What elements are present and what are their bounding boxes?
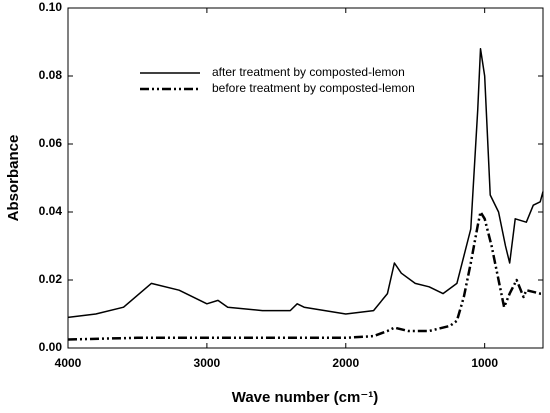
series-line xyxy=(67,48,544,319)
y-tick-label: 0.02 xyxy=(39,272,63,286)
y-tick-label: 0.00 xyxy=(39,340,63,354)
y-tick-label: 0.08 xyxy=(39,68,63,82)
x-tick-label: 1000 xyxy=(471,356,498,370)
legend-label: after treatment by composted-lemon xyxy=(212,65,405,79)
y-tick-label: 0.10 xyxy=(39,0,63,14)
legend-label: before treatment by composted-lemon xyxy=(212,81,415,95)
y-tick-label: 0.06 xyxy=(39,136,63,150)
plot-frame xyxy=(67,7,544,349)
y-axis-title: Absorbance xyxy=(5,135,22,222)
x-tick-label: 2000 xyxy=(332,356,359,370)
x-tick-label: 3000 xyxy=(194,356,221,370)
x-axis-title: Wave number (cm⁻¹) xyxy=(232,389,379,406)
x-tick-label: 4000 xyxy=(55,356,82,370)
series-line xyxy=(67,210,543,341)
y-tick-label: 0.04 xyxy=(39,204,63,218)
